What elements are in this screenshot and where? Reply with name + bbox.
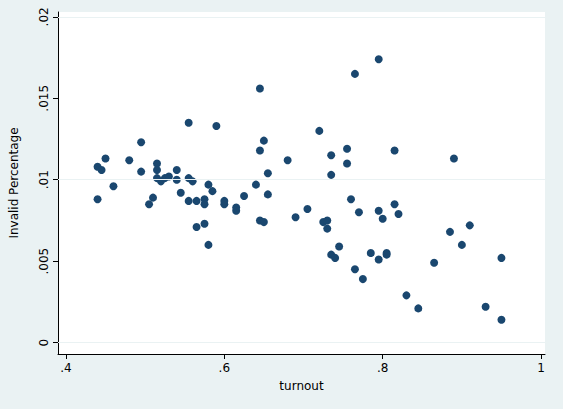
svg-text:turnout: turnout <box>279 379 324 393</box>
svg-text:.8: .8 <box>377 361 388 375</box>
svg-text:.6: .6 <box>219 361 230 375</box>
svg-text:.02: .02 <box>37 7 51 26</box>
svg-text:.005: .005 <box>37 248 51 275</box>
svg-text:1: 1 <box>537 361 545 375</box>
svg-text:.4: .4 <box>60 361 71 375</box>
svg-text:0: 0 <box>37 339 51 347</box>
svg-text:Invalid Percentage: Invalid Percentage <box>7 127 21 238</box>
svg-text:.01: .01 <box>37 170 51 189</box>
svg-text:.015: .015 <box>37 85 51 112</box>
